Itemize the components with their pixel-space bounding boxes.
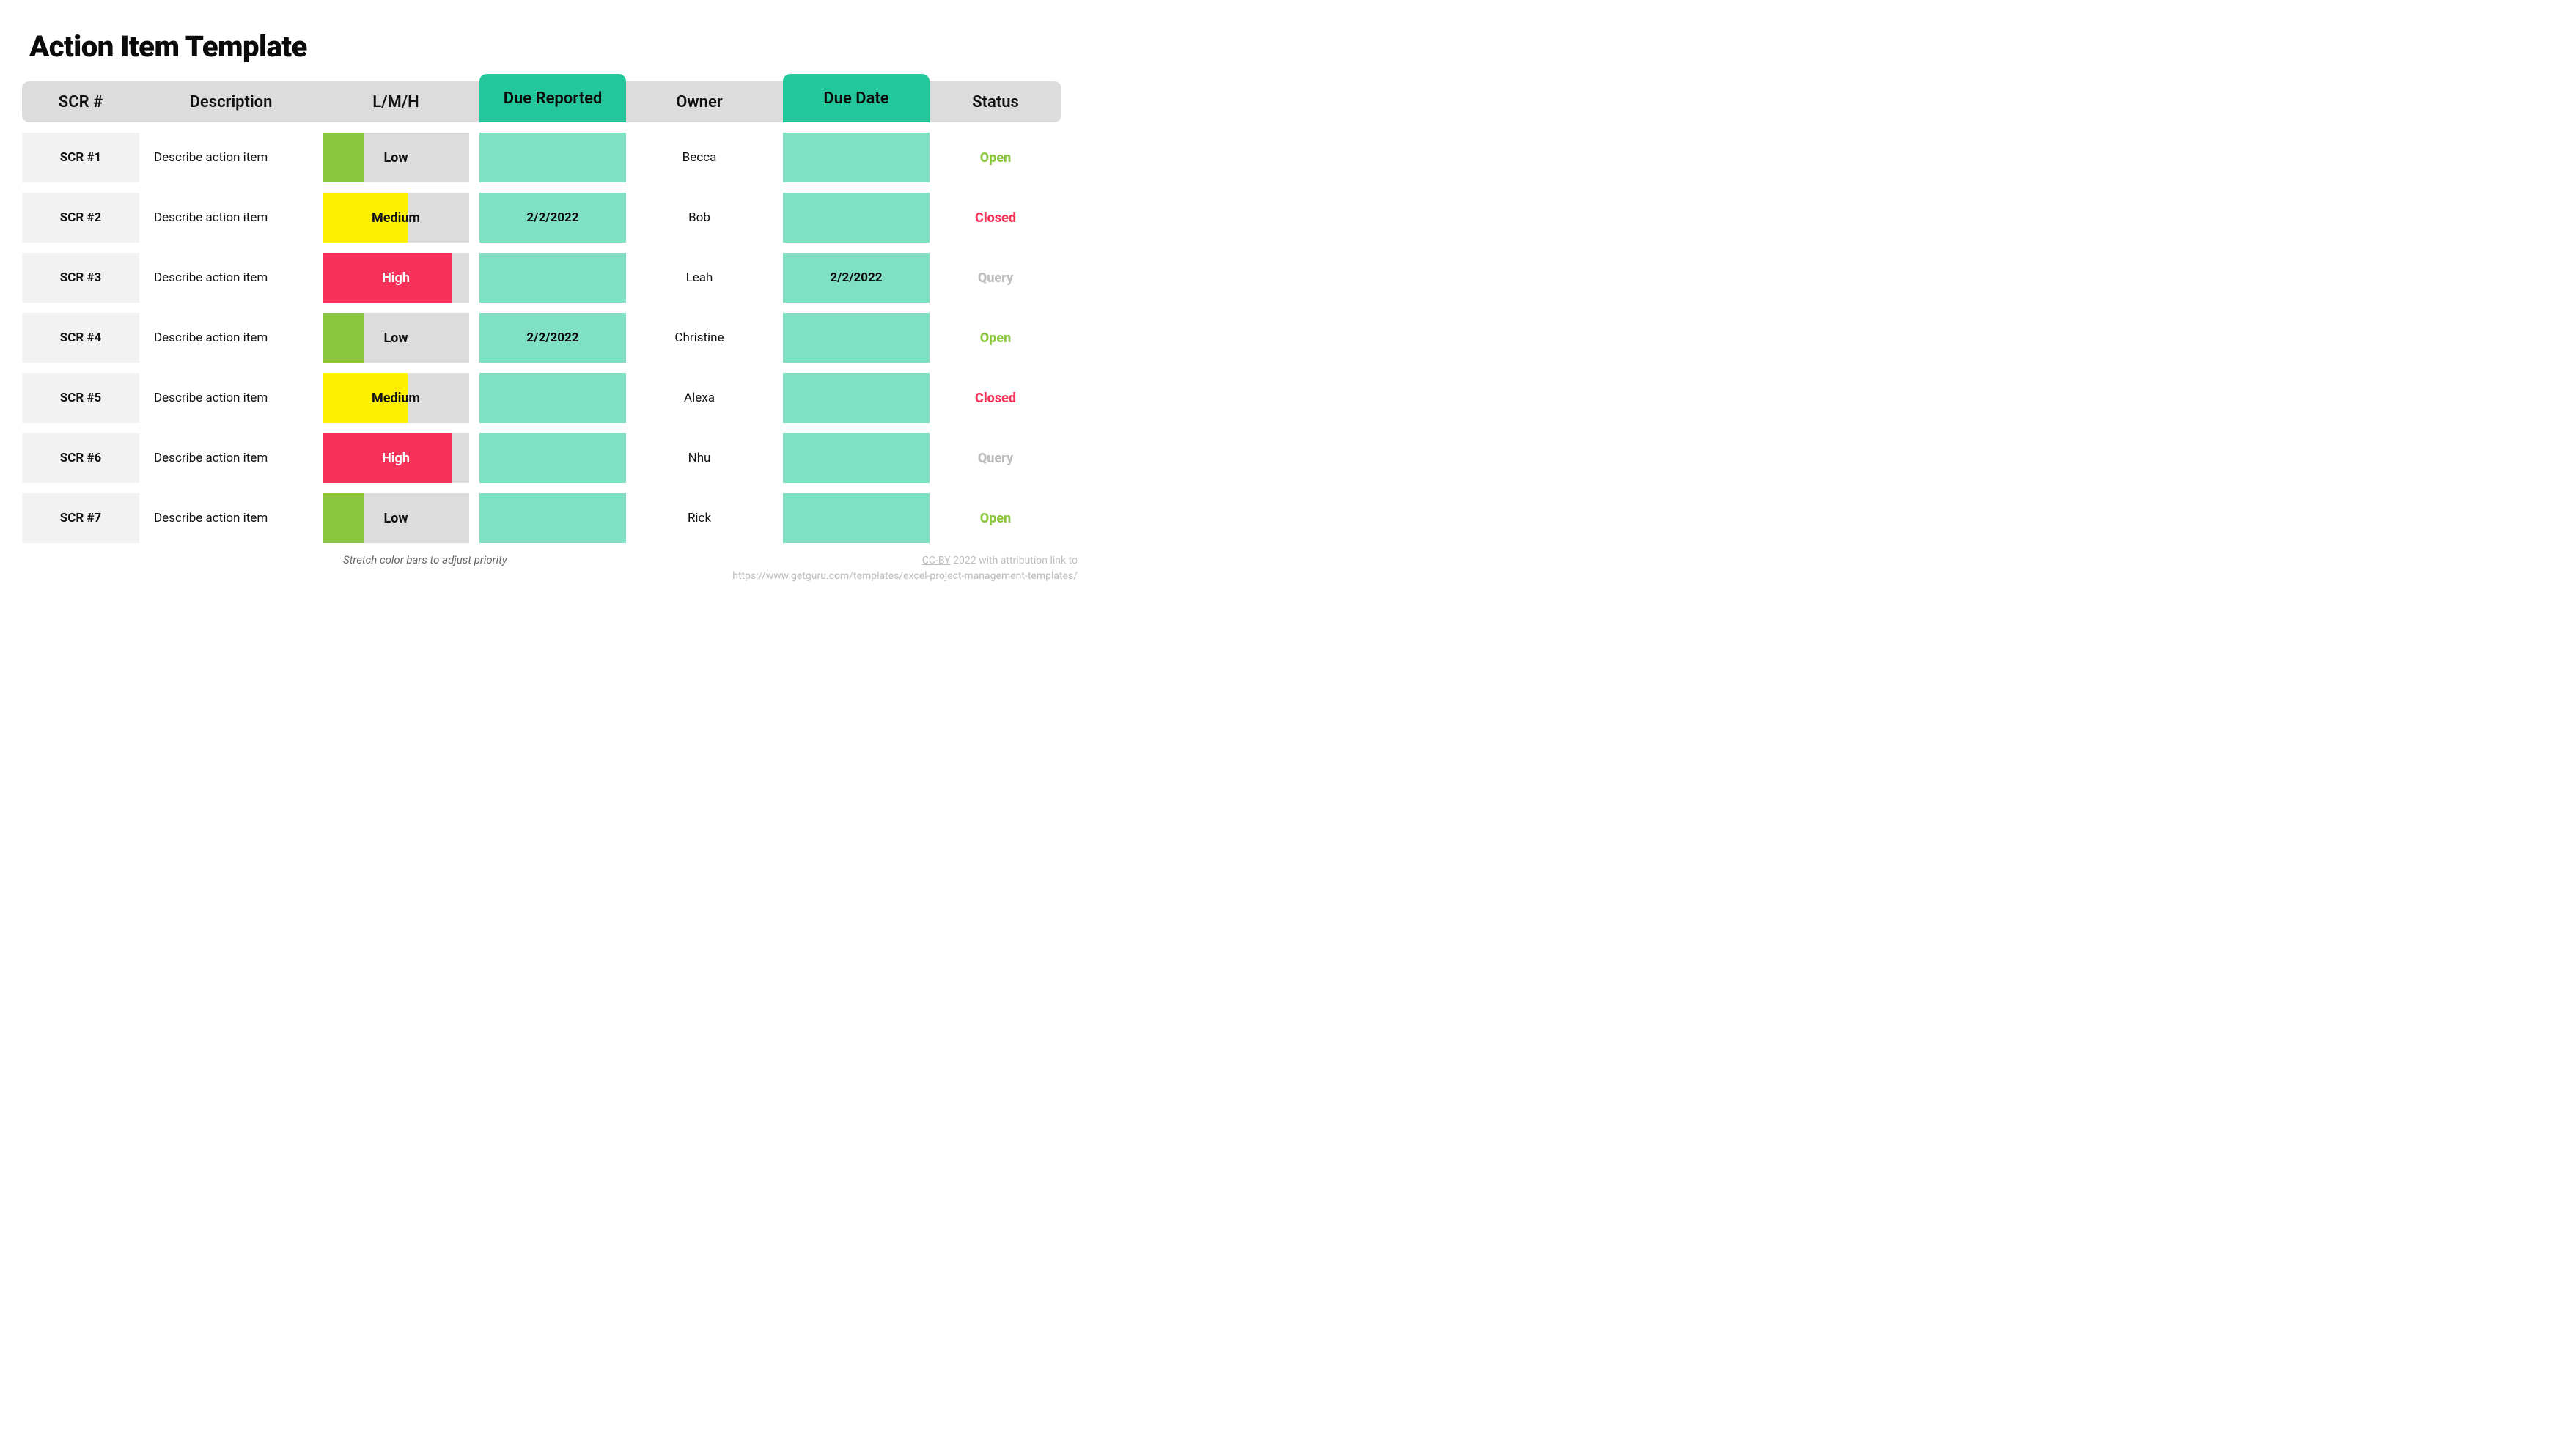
- due-cell[interactable]: [783, 133, 930, 182]
- priority-cell[interactable]: Medium: [323, 193, 469, 243]
- scr-cell: SCR #1: [22, 133, 139, 182]
- scr-cell: SCR #7: [22, 493, 139, 543]
- reported-cell[interactable]: [479, 253, 626, 303]
- attribution: CC-BY 2022 with attribution link to http…: [732, 553, 1078, 584]
- scr-cell: SCR #4: [22, 313, 139, 363]
- col-header-scr: SCR #: [22, 81, 139, 122]
- status-cell[interactable]: Query: [930, 433, 1061, 483]
- col-gap: [773, 81, 783, 122]
- status-cell[interactable]: Closed: [930, 373, 1061, 423]
- status-cell[interactable]: Open: [930, 133, 1061, 182]
- priority-cell[interactable]: Low: [323, 493, 469, 543]
- due-cell[interactable]: 2/2/2022: [783, 253, 930, 303]
- status-cell[interactable]: Closed: [930, 193, 1061, 243]
- priority-label: Medium: [372, 210, 420, 226]
- description-cell[interactable]: Describe action item: [139, 193, 323, 243]
- description-cell[interactable]: Describe action item: [139, 493, 323, 543]
- status-cell[interactable]: Open: [930, 313, 1061, 363]
- scr-cell: SCR #5: [22, 373, 139, 423]
- table-row: SCR #7Describe action item Low Rick Open: [22, 493, 1078, 543]
- owner-cell[interactable]: Nhu: [626, 433, 773, 483]
- reported-cell[interactable]: [479, 493, 626, 543]
- attribution-text: with attribution link to: [976, 555, 1078, 566]
- col-header-owner: Owner: [626, 81, 773, 122]
- table-header-row: SCR # Description L/M/H Due Reported Own…: [22, 81, 1078, 122]
- priority-bar[interactable]: [323, 133, 364, 182]
- priority-label: Low: [383, 511, 408, 526]
- description-cell[interactable]: Describe action item: [139, 133, 323, 182]
- owner-cell[interactable]: Alexa: [626, 373, 773, 423]
- description-cell[interactable]: Describe action item: [139, 313, 323, 363]
- priority-label: Medium: [372, 391, 420, 406]
- table-row: SCR #4Describe action item Low 2/2/2022Chr…: [22, 313, 1078, 363]
- owner-cell[interactable]: Rick: [626, 493, 773, 543]
- priority-cell[interactable]: Low: [323, 313, 469, 363]
- attribution-year-val: 2022: [953, 555, 976, 566]
- attribution-url[interactable]: https://www.getguru.com/templates/excel-…: [732, 570, 1078, 582]
- table-row: SCR #3Describe action item High Leah2/2/20…: [22, 253, 1078, 303]
- priority-bar[interactable]: [323, 493, 364, 543]
- priority-label: Low: [383, 331, 408, 346]
- col-header-reported: Due Reported: [479, 74, 626, 122]
- owner-cell[interactable]: Becca: [626, 133, 773, 182]
- priority-cell[interactable]: Medium: [323, 373, 469, 423]
- status-cell[interactable]: Open: [930, 493, 1061, 543]
- reported-cell[interactable]: [479, 433, 626, 483]
- due-cell[interactable]: [783, 193, 930, 243]
- reported-cell[interactable]: 2/2/2022: [479, 193, 626, 243]
- owner-cell[interactable]: Leah: [626, 253, 773, 303]
- due-cell[interactable]: [783, 493, 930, 543]
- priority-hint: Stretch color bars to adjust priority: [343, 553, 507, 584]
- priority-label: High: [382, 451, 410, 466]
- reported-cell[interactable]: 2/2/2022: [479, 313, 626, 363]
- reported-cell[interactable]: [479, 133, 626, 182]
- license-link[interactable]: CC-BY: [922, 555, 951, 566]
- table-row: SCR #1Describe action item Low Becca Open: [22, 133, 1078, 182]
- due-cell[interactable]: [783, 373, 930, 423]
- owner-cell[interactable]: Christine: [626, 313, 773, 363]
- priority-label: High: [382, 270, 410, 286]
- table-row: SCR #5Describe action item Medium Alexa Clo…: [22, 373, 1078, 423]
- priority-cell[interactable]: High: [323, 253, 469, 303]
- due-cell[interactable]: [783, 433, 930, 483]
- scr-cell: SCR #6: [22, 433, 139, 483]
- action-table: SCR # Description L/M/H Due Reported Own…: [22, 81, 1078, 543]
- status-cell[interactable]: Query: [930, 253, 1061, 303]
- priority-cell[interactable]: Low: [323, 133, 469, 182]
- priority-label: Low: [383, 150, 408, 166]
- footer: Stretch color bars to adjust priority CC…: [22, 553, 1078, 584]
- description-cell[interactable]: Describe action item: [139, 433, 323, 483]
- scr-cell: SCR #3: [22, 253, 139, 303]
- scr-cell: SCR #2: [22, 193, 139, 243]
- priority-bar[interactable]: [323, 313, 364, 363]
- table-row: SCR #6Describe action item High Nhu Query: [22, 433, 1078, 483]
- description-cell[interactable]: Describe action item: [139, 373, 323, 423]
- col-gap: [469, 81, 479, 122]
- owner-cell[interactable]: Bob: [626, 193, 773, 243]
- table-row: SCR #2Describe action item Medium 2/2/2022…: [22, 193, 1078, 243]
- reported-cell[interactable]: [479, 373, 626, 423]
- due-cell[interactable]: [783, 313, 930, 363]
- col-header-lmh: L/M/H: [323, 81, 469, 122]
- page-title: Action Item Template: [29, 29, 1078, 64]
- description-cell[interactable]: Describe action item: [139, 253, 323, 303]
- col-header-due: Due Date: [783, 74, 930, 122]
- col-header-desc: Description: [139, 81, 323, 122]
- col-header-status: Status: [930, 81, 1061, 122]
- priority-cell[interactable]: High: [323, 433, 469, 483]
